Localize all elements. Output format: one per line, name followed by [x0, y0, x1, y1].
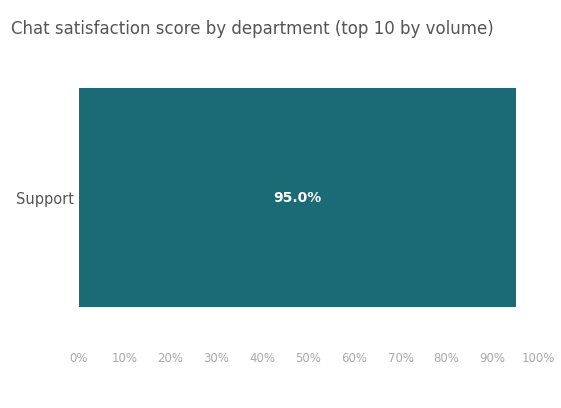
Text: 95.0%: 95.0% [273, 191, 321, 205]
Text: Chat satisfaction score by department (top 10 by volume): Chat satisfaction score by department (t… [11, 20, 494, 38]
Bar [79, 89, 516, 307]
